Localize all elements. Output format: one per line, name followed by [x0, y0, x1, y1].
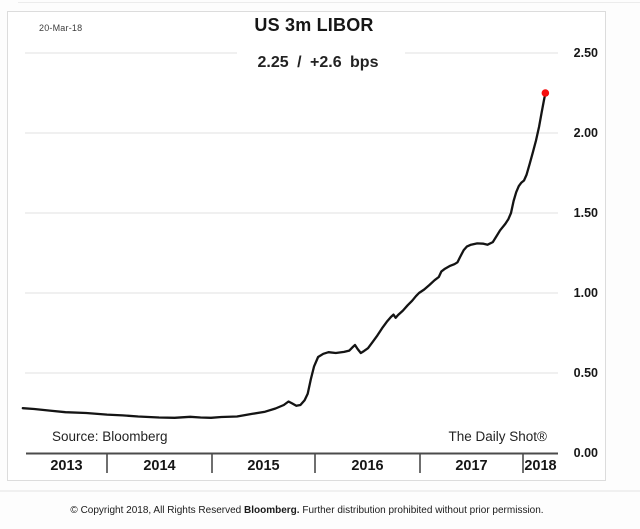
source-label: Source: Bloomberg	[52, 429, 168, 444]
y-axis-label: 1.50	[573, 206, 598, 220]
year-label: 2014	[143, 458, 176, 474]
copyright-notice: © Copyright 2018, All Rights Reserved Bl…	[7, 505, 607, 516]
date-label: 20-Mar-18	[39, 23, 83, 33]
year-label: 2018	[524, 458, 557, 474]
year-label: 2015	[247, 458, 280, 474]
year-label: 2016	[351, 458, 384, 474]
y-axis-label: 2.50	[573, 46, 598, 60]
y-axis-label: 2.00	[573, 126, 598, 140]
chart-subtitle: 2.25 / +2.6 bps	[251, 54, 385, 72]
brand-name: Bloomberg.	[244, 505, 300, 516]
year-label: 2017	[455, 458, 488, 474]
card-bottom-shadow	[0, 490, 640, 492]
year-label: 2013	[50, 458, 83, 474]
copyright-prefix: © Copyright 2018, All Rights Reserved	[70, 505, 244, 516]
y-axis-label: 0.50	[573, 366, 598, 380]
chart-card	[7, 11, 606, 481]
y-axis-label: 0.00	[573, 446, 598, 460]
copyright-suffix: Further distribution prohibited without …	[299, 505, 544, 516]
chart-title: US 3m LIBOR	[254, 15, 374, 35]
daily-shot-credit: The Daily Shot®	[448, 429, 548, 444]
page-top-hairline	[18, 2, 640, 3]
y-axis-label: 1.00	[573, 286, 598, 300]
